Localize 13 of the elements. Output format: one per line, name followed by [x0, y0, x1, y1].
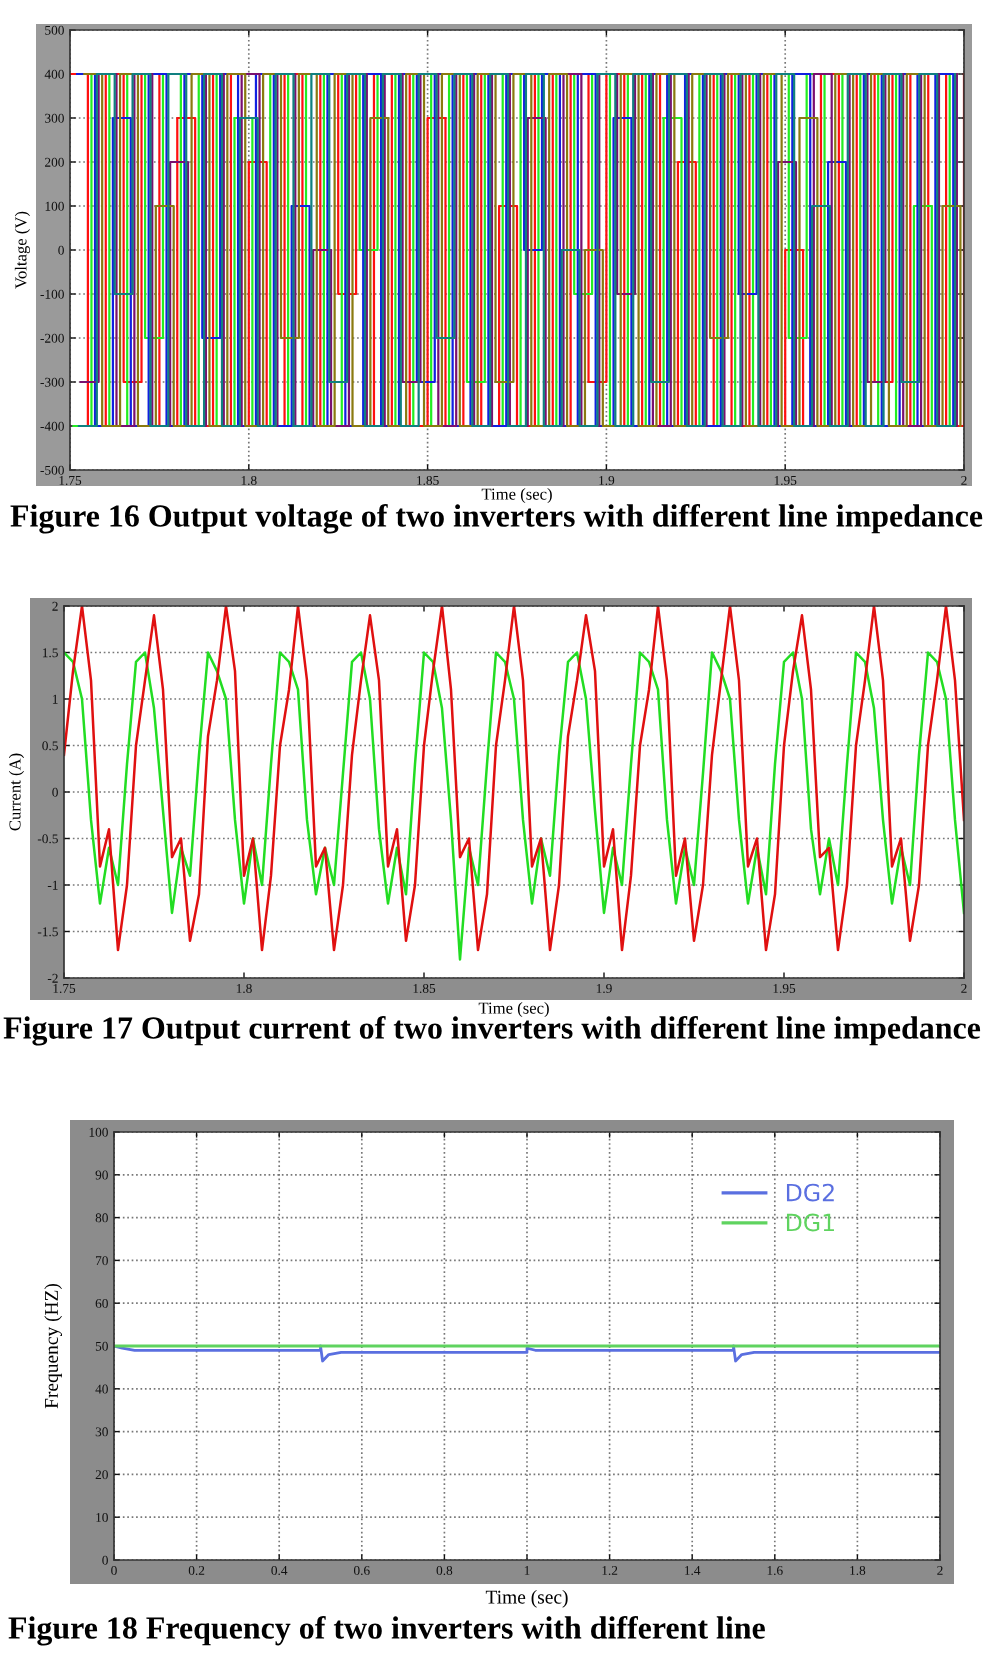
- text: Figure 18 Frequency of two inverters with different line: [8, 1616, 765, 1646]
- y-axis-title: Voltage (V): [14, 211, 30, 289]
- line-series: [64, 651, 964, 961]
- line-series: [114, 1344, 940, 1363]
- text: Figure 17 Output current of two inverters with different line impedance: [3, 1016, 981, 1046]
- legend-label: DG2: [786, 1183, 834, 1202]
- text: Figure 16 Output voltage of two inverters with different line impedance: [10, 504, 983, 534]
- x-axis-title: Time (sec): [478, 1002, 549, 1018]
- y-axis-title: Current (A): [8, 753, 24, 831]
- x-axis-title: Time (sec): [481, 488, 552, 504]
- y-axis-title: Frequency (HZ): [44, 1283, 62, 1409]
- legend-label: DG1: [786, 1213, 834, 1232]
- x-axis-title: Time (sec): [485, 1590, 568, 1608]
